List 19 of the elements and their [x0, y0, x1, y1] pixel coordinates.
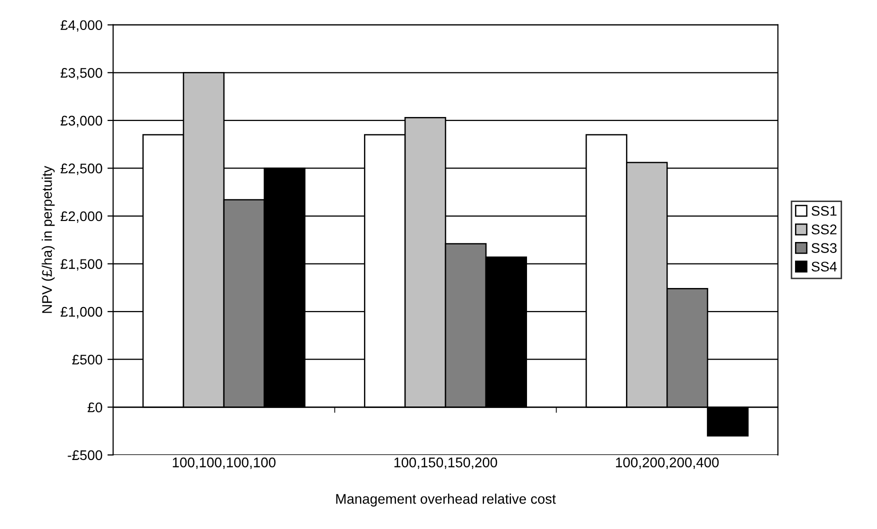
y-tick-label: £1,000 [60, 306, 102, 318]
y-axis-title: NPV (£/ha) in perpetuity [42, 166, 55, 313]
legend-label: SS1 [812, 206, 837, 216]
y-tick-label: £0 [88, 402, 102, 412]
legend-label: SS3 [812, 243, 837, 253]
y-tick-label: £3,000 [60, 116, 102, 128]
y-tick-label: £4,000 [60, 20, 102, 32]
legend-label: SS2 [812, 224, 836, 234]
x-tick-label: 100,200,200,400 [616, 458, 719, 469]
y-tick-label: £500 [72, 354, 102, 365]
legend-label: SS4 [812, 262, 837, 272]
x-tick-label: 100,100,100,100 [172, 458, 276, 469]
y-tick-label: £2,500 [60, 164, 102, 176]
y-tick-label: £1,500 [60, 259, 102, 271]
x-tick-label: 100,150,150,200 [394, 458, 498, 469]
x-axis-title: Management overhead relative cost [336, 494, 556, 507]
y-tick-label: £2,000 [60, 211, 102, 223]
y-tick-label: £3,500 [60, 68, 102, 80]
y-tick-label: -£500 [68, 450, 102, 460]
